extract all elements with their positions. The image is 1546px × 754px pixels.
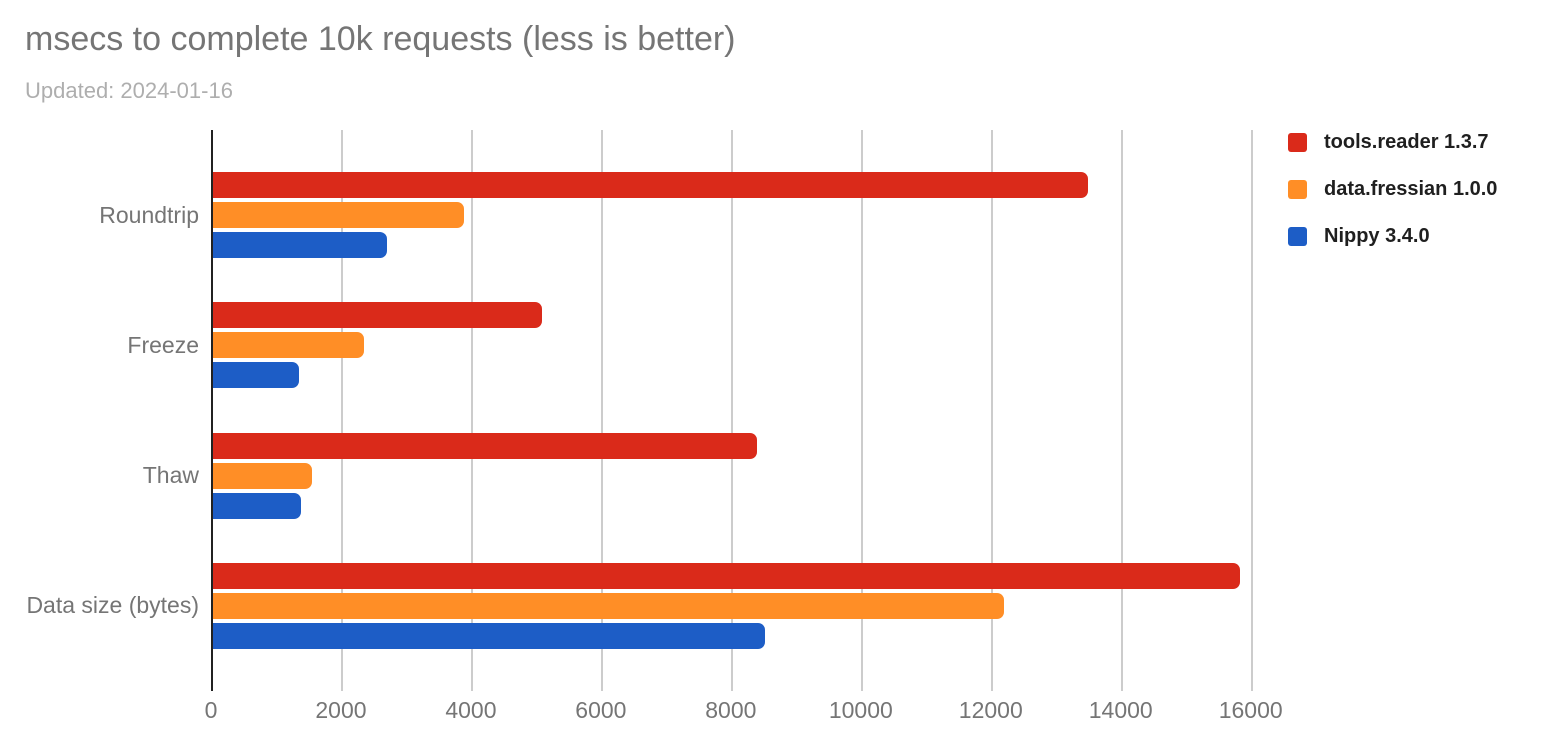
bar <box>211 562 1241 589</box>
bar-group <box>211 411 1265 541</box>
legend-item: tools.reader 1.3.7 <box>1288 131 1497 154</box>
legend-label: Nippy 3.4.0 <box>1324 225 1430 247</box>
bar <box>211 202 465 229</box>
category-row: Roundtrip <box>0 150 199 280</box>
category-row: Freeze <box>0 280 199 410</box>
legend-item: Nippy 3.4.0 <box>1288 225 1497 248</box>
gridline <box>470 130 473 691</box>
gridline <box>860 130 863 691</box>
legend-swatch <box>1288 133 1307 152</box>
plot-area <box>211 130 1265 691</box>
gridline <box>1250 130 1253 691</box>
legend-swatch <box>1288 227 1307 246</box>
y-axis-category-labels: Roundtrip Freeze Thaw Data size (bytes) <box>0 130 199 691</box>
category-label: Data size (bytes) <box>26 592 199 619</box>
x-tick-label: 0 <box>204 697 218 723</box>
gridline <box>600 130 603 691</box>
x-tick-label: 8000 <box>705 697 757 723</box>
legend-swatch <box>1288 180 1307 199</box>
category-label: Freeze <box>127 331 199 358</box>
bar-group <box>211 150 1265 280</box>
category-label: Thaw <box>142 462 199 489</box>
y-axis-line <box>211 130 213 691</box>
legend: tools.reader 1.3.7 data.fressian 1.0.0 Nip… <box>1288 131 1497 248</box>
bar <box>211 302 543 329</box>
bar <box>211 592 1004 619</box>
legend-label: data.fressian 1.0.0 <box>1324 178 1498 200</box>
bar <box>211 332 364 359</box>
x-tick-label: 2000 <box>315 697 367 723</box>
category-label: Roundtrip <box>99 201 199 228</box>
bar <box>211 432 757 459</box>
category-row: Data size (bytes) <box>0 541 199 671</box>
category-row: Thaw <box>0 411 199 541</box>
bar-group <box>211 541 1265 671</box>
legend-label: tools.reader 1.3.7 <box>1324 131 1489 153</box>
gridline <box>730 130 733 691</box>
x-tick-label: 14000 <box>1088 697 1153 723</box>
bar <box>211 462 313 489</box>
x-tick-label: 10000 <box>828 697 893 723</box>
x-tick-label: 16000 <box>1218 697 1283 723</box>
chart-title: msecs to complete 10k requests (less is … <box>25 20 736 58</box>
bar <box>211 232 388 259</box>
gridline <box>1120 130 1123 691</box>
bar <box>211 492 302 519</box>
x-tick-label: 4000 <box>445 697 497 723</box>
bar-groups <box>211 130 1265 691</box>
x-tick-label: 6000 <box>575 697 627 723</box>
x-axis-tick-labels: 0 2000 4000 6000 8000 10000 12000 14000 16000 <box>205 697 1283 731</box>
bar <box>211 622 765 649</box>
gridline <box>990 130 993 691</box>
legend-item: data.fressian 1.0.0 <box>1288 178 1497 201</box>
bar <box>211 172 1089 199</box>
chart-subtitle: Updated: 2024-01-16 <box>25 78 233 103</box>
bar-group <box>211 280 1265 410</box>
bar <box>211 362 299 389</box>
x-tick-label: 12000 <box>958 697 1023 723</box>
gridline <box>340 130 343 691</box>
